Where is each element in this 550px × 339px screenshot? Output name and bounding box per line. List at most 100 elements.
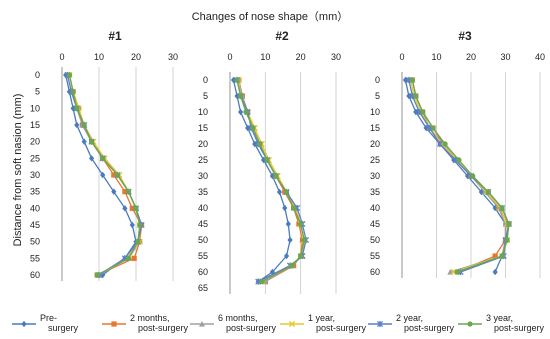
legend-item-pre-surgery: Pre-surgery bbox=[12, 313, 79, 333]
data-point bbox=[470, 173, 476, 179]
y-tick-label: 60 bbox=[30, 270, 40, 280]
y-tick-label: 55 bbox=[370, 251, 380, 261]
series-line bbox=[409, 79, 508, 273]
data-point bbox=[298, 221, 304, 227]
y-tick-label: 30 bbox=[370, 171, 380, 181]
data-point bbox=[420, 109, 426, 115]
data-point bbox=[478, 188, 484, 196]
y-tick-label: 25 bbox=[370, 155, 380, 165]
y-tick-label: 5 bbox=[375, 91, 380, 101]
data-point bbox=[70, 89, 76, 95]
data-point bbox=[122, 205, 128, 212]
data-point bbox=[492, 204, 498, 212]
data-point bbox=[285, 220, 291, 228]
data-point bbox=[257, 141, 263, 147]
panel-title: #1 bbox=[108, 29, 122, 43]
data-point bbox=[100, 155, 106, 161]
data-point bbox=[129, 221, 135, 229]
data-point bbox=[89, 139, 95, 145]
y-tick-label: 30 bbox=[30, 170, 40, 180]
legend-label: post-surgery bbox=[316, 323, 367, 333]
legend-label: 1 year, bbox=[308, 313, 335, 323]
y-tick-label: 45 bbox=[198, 219, 208, 229]
legend-marker bbox=[467, 321, 473, 327]
series-3-year bbox=[409, 77, 512, 275]
y-tick-label: 0 bbox=[375, 75, 380, 85]
panel-title: #3 bbox=[458, 29, 472, 43]
legend-label: post-surgery bbox=[494, 323, 545, 333]
y-tick-label: 65 bbox=[198, 283, 208, 293]
series-line bbox=[68, 74, 143, 276]
data-point bbox=[413, 108, 419, 116]
y-tick-label: 15 bbox=[198, 123, 208, 133]
series-line bbox=[411, 79, 510, 273]
legend-marker bbox=[376, 320, 384, 328]
y-tick-label: 10 bbox=[370, 107, 380, 117]
series-line bbox=[411, 79, 507, 273]
x-tick-label: 40 bbox=[535, 52, 545, 62]
y-tick-label: 45 bbox=[30, 220, 40, 230]
series-1-year bbox=[407, 76, 511, 276]
y-tick-label: 25 bbox=[198, 155, 208, 165]
legend-label: 2 months, bbox=[130, 313, 170, 323]
data-point bbox=[66, 72, 72, 78]
legend-item-2-year: 2 year,post-surgery bbox=[368, 313, 455, 333]
y-tick-label: 60 bbox=[370, 267, 380, 277]
y-tick-label: 5 bbox=[203, 91, 208, 101]
y-tick-label: 50 bbox=[370, 235, 380, 245]
data-point bbox=[499, 253, 505, 259]
data-point bbox=[81, 138, 87, 145]
data-point bbox=[131, 255, 137, 261]
data-point bbox=[94, 272, 100, 278]
legend-marker bbox=[199, 321, 205, 327]
data-point bbox=[100, 171, 106, 179]
chart-panel-2: #2 0 10 20 30 0 5 10 15 20 25 30 35 40 45 50 55 60 65 bbox=[198, 29, 341, 294]
data-point bbox=[133, 205, 139, 211]
data-point bbox=[282, 204, 288, 212]
series-pre-surgery bbox=[230, 76, 293, 285]
y-tick-label: 20 bbox=[370, 139, 380, 149]
legend-item-3-year: 3 year,post-surgery bbox=[458, 313, 545, 333]
y-tick-label: 30 bbox=[198, 171, 208, 181]
x-tick-label: 20 bbox=[131, 52, 141, 62]
data-point bbox=[409, 77, 415, 83]
data-point bbox=[492, 268, 498, 276]
y-tick-label: 20 bbox=[198, 139, 208, 149]
y-tick-label: 45 bbox=[370, 219, 380, 229]
y-tick-label: 50 bbox=[198, 235, 208, 245]
legend-label: 3 year, bbox=[486, 313, 513, 323]
data-point bbox=[492, 253, 498, 259]
data-point bbox=[413, 93, 419, 99]
data-point bbox=[135, 239, 141, 245]
data-point bbox=[269, 268, 275, 276]
data-point bbox=[276, 188, 283, 196]
data-point bbox=[287, 236, 293, 244]
data-point bbox=[74, 121, 80, 129]
data-point bbox=[273, 173, 279, 179]
legend-label: post-surgery bbox=[138, 323, 189, 333]
data-point bbox=[74, 105, 80, 111]
data-point bbox=[234, 77, 240, 83]
series-3-year bbox=[66, 72, 143, 278]
data-point bbox=[298, 253, 304, 259]
data-point bbox=[269, 172, 275, 180]
legend-marker bbox=[111, 321, 117, 327]
data-point bbox=[485, 189, 491, 195]
series-2-year bbox=[405, 76, 513, 276]
y-tick-label: 35 bbox=[370, 187, 380, 197]
y-tick-label: 5 bbox=[35, 87, 40, 97]
legend-item-2-months: 2 months,post-surgery bbox=[102, 313, 189, 333]
data-point bbox=[137, 222, 143, 228]
data-point bbox=[423, 124, 429, 132]
y-tick-label: 10 bbox=[198, 107, 208, 117]
y-tick-label: 50 bbox=[30, 237, 40, 247]
legend-label: surgery bbox=[48, 323, 79, 333]
legend-label: 6 months, bbox=[218, 313, 258, 323]
y-tick-label: 15 bbox=[30, 120, 40, 130]
y-tick-label: 10 bbox=[30, 103, 40, 113]
series-2-months bbox=[409, 77, 512, 275]
data-point bbox=[442, 141, 448, 147]
legend-marker bbox=[288, 320, 296, 328]
